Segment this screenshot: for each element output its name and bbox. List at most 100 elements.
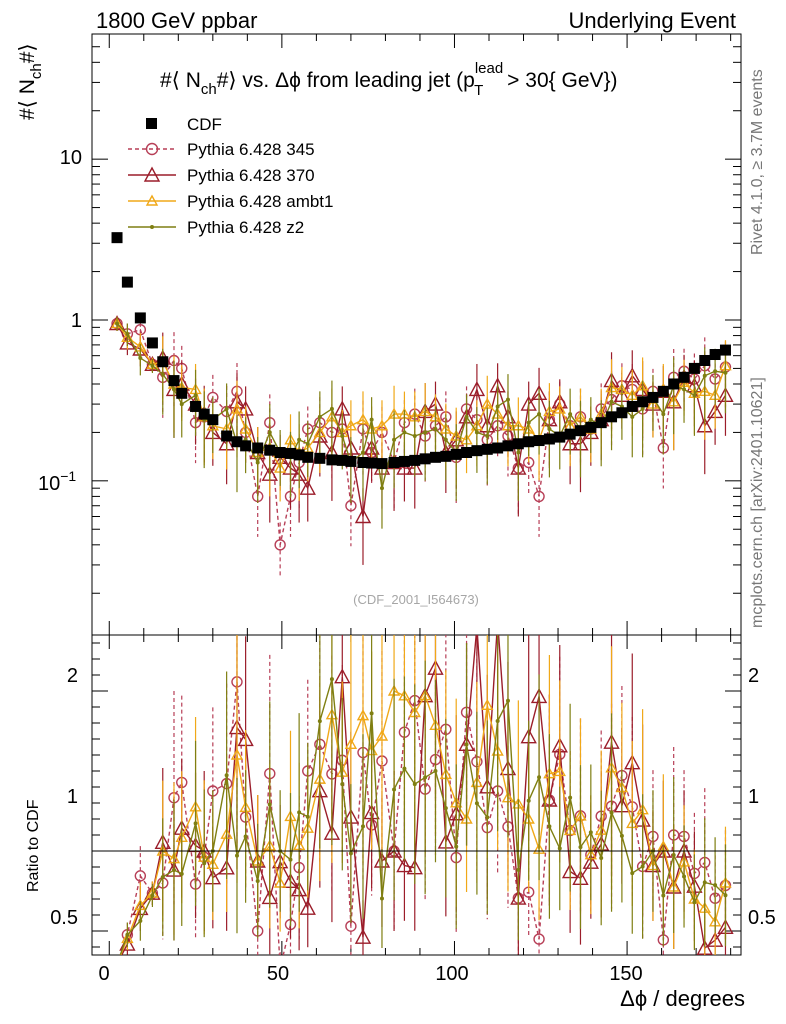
point-cdf <box>252 442 264 454</box>
ratio-point-z2 <box>179 871 184 876</box>
point-z2 <box>474 430 479 435</box>
point-cdf <box>293 449 305 461</box>
point-py370 <box>299 479 316 495</box>
ratio-point-z2 <box>588 830 593 835</box>
ratio-point-py370 <box>470 620 484 633</box>
point-cdf <box>398 455 410 467</box>
legend-label-ambt1: Pythia 6.428 ambt1 <box>187 192 333 211</box>
ratio-point-z2 <box>305 814 310 819</box>
point-cdf <box>198 408 210 420</box>
ratio-point-z2 <box>619 833 624 838</box>
ratio-point-z2 <box>150 893 155 898</box>
point-py370 <box>468 380 486 397</box>
point-cdf <box>543 433 555 445</box>
point-cdf <box>585 421 597 433</box>
point-z2 <box>340 433 345 438</box>
ratio-point-z2 <box>340 782 345 787</box>
point-ambt1 <box>344 419 358 431</box>
point-cdf <box>419 453 431 465</box>
point-cdf <box>326 454 338 466</box>
point-z2 <box>568 412 573 417</box>
point-cdf <box>616 407 628 419</box>
point-z2 <box>630 414 635 419</box>
x-axis-label: Δϕ / degrees <box>620 986 745 1011</box>
ratio-point-py370 <box>299 899 316 915</box>
point-cdf <box>688 362 700 374</box>
point-z2 <box>661 412 666 417</box>
legend-marker-z2 <box>150 225 154 229</box>
point-cdf <box>678 371 690 383</box>
ratio-y-label: Ratio to CDF <box>25 799 42 892</box>
ratio-point-z2 <box>267 802 272 807</box>
x-tick-label-150: 150 <box>609 963 642 985</box>
legend-entry-345: Pythia 6.428 345 <box>128 140 315 159</box>
ratio-point-z2 <box>454 844 459 849</box>
ratio-point-z2 <box>193 821 198 826</box>
legend-marker-cdf <box>146 118 157 129</box>
y-tick-label-1: 1 <box>71 310 82 332</box>
ratio-point-z2 <box>202 861 207 866</box>
ratio-point-z2 <box>243 834 248 839</box>
chart-title: #⟨ Nch#⟩ vs. Δϕ from leading jet (plead T… <box>160 60 618 99</box>
ratio-point-ambt1 <box>344 737 358 750</box>
legend-entry-ambt1: Pythia 6.428 ambt1 <box>128 192 333 211</box>
ratio-point-z2 <box>537 775 542 780</box>
x-tick-label-50: 50 <box>267 963 289 985</box>
point-z2 <box>267 430 272 435</box>
ratio-point-z2 <box>505 698 510 703</box>
reference-label: (CDF_2001_I564673) <box>353 592 479 607</box>
point-z2 <box>682 387 687 392</box>
legend-entry-370: Pythia 6.428 370 <box>128 166 315 185</box>
point-ambt1 <box>553 402 566 414</box>
point-cdf <box>168 375 180 387</box>
point-cdf <box>533 435 545 447</box>
point-cdf <box>231 436 243 448</box>
point-z2 <box>423 430 428 435</box>
ratio-point-z2 <box>125 932 130 937</box>
point-cdf <box>274 447 286 459</box>
point-cdf <box>366 457 378 469</box>
ratio-point-z2 <box>138 918 143 923</box>
point-z2 <box>723 370 728 375</box>
series-z2 <box>115 316 728 529</box>
point-cdf <box>606 411 618 423</box>
main-plot-area <box>108 232 734 579</box>
ratio-frame <box>91 634 742 956</box>
ratio-point-z2 <box>317 719 322 724</box>
ratio-point-z2 <box>464 742 469 747</box>
ratio-tick-label-0.5: 0.5 <box>50 907 78 929</box>
header-right: Underlying Event <box>568 8 736 33</box>
ratio-point-z2 <box>692 900 697 905</box>
point-cdf <box>190 400 202 412</box>
ratio-point-z2 <box>171 868 176 873</box>
point-z2 <box>495 404 500 409</box>
legend-label-345: Pythia 6.428 345 <box>187 140 315 159</box>
point-z2 <box>255 460 260 465</box>
point-z2 <box>412 433 417 438</box>
point-z2 <box>125 331 130 336</box>
point-z2 <box>115 321 120 326</box>
ratio-point-z2 <box>547 824 552 829</box>
point-cdf <box>345 455 357 467</box>
point-py370 <box>396 459 413 475</box>
ratio-point-z2 <box>224 773 229 778</box>
ratio-point-z2 <box>443 806 448 811</box>
point-cdf <box>134 312 146 324</box>
point-cdf <box>595 417 607 429</box>
point-cdf <box>376 458 388 470</box>
point-cdf <box>502 440 514 452</box>
point-cdf <box>523 436 535 448</box>
point-cdf <box>709 349 721 361</box>
ratio-point-z2 <box>516 867 521 872</box>
point-cdf <box>668 378 680 390</box>
point-z2 <box>640 406 645 411</box>
series-py370 <box>108 315 734 565</box>
ratio-point-z2 <box>348 851 353 856</box>
ratio-point-py370 <box>491 614 505 627</box>
ratio-point-z2 <box>392 787 397 792</box>
point-z2 <box>379 486 384 491</box>
point-z2 <box>433 426 438 431</box>
ratio-point-z2 <box>713 883 718 888</box>
ratio-series-z2 <box>119 635 728 955</box>
